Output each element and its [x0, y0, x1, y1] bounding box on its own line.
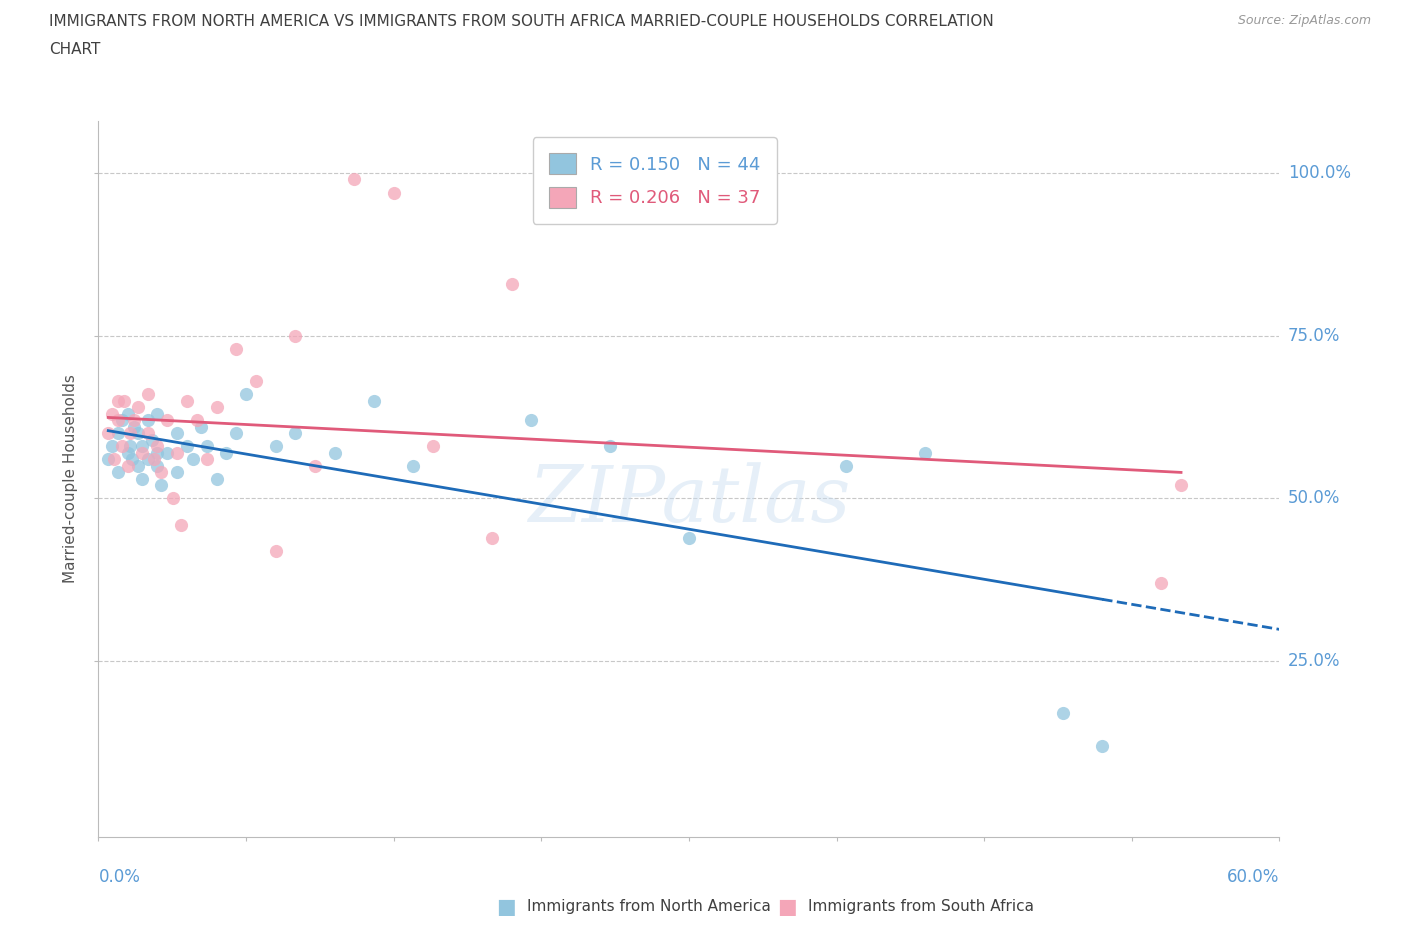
Point — [103, 452, 125, 467]
Point — [162, 491, 184, 506]
Point — [141, 432, 163, 447]
Point — [117, 406, 139, 421]
Point — [146, 458, 169, 473]
Text: Source: ZipAtlas.com: Source: ZipAtlas.com — [1237, 14, 1371, 27]
Point — [117, 458, 139, 473]
Point — [422, 439, 444, 454]
Text: 50.0%: 50.0% — [1288, 489, 1340, 508]
Point — [264, 543, 287, 558]
Text: 60.0%: 60.0% — [1227, 868, 1279, 885]
Point — [1091, 738, 1114, 753]
Point — [112, 393, 135, 408]
Point — [520, 413, 543, 428]
Text: IMMIGRANTS FROM NORTH AMERICA VS IMMIGRANTS FROM SOUTH AFRICA MARRIED-COUPLE HOU: IMMIGRANTS FROM NORTH AMERICA VS IMMIGRA… — [49, 14, 994, 29]
Point — [122, 419, 145, 434]
Point — [264, 439, 287, 454]
Point — [111, 413, 134, 428]
Point — [1150, 576, 1173, 591]
Point — [131, 445, 153, 460]
Point — [136, 413, 159, 428]
Point — [136, 426, 159, 441]
Point — [107, 465, 129, 480]
Point — [205, 472, 228, 486]
Text: ■: ■ — [778, 897, 797, 917]
Point — [284, 328, 307, 343]
Point — [97, 452, 120, 467]
Point — [235, 387, 257, 402]
Point — [122, 413, 145, 428]
Point — [205, 400, 228, 415]
Text: ZIPatlas: ZIPatlas — [527, 462, 851, 538]
Point — [146, 445, 169, 460]
Point — [363, 393, 385, 408]
Point — [127, 400, 149, 415]
Point — [166, 445, 188, 460]
Point — [195, 439, 218, 454]
Point — [127, 426, 149, 441]
Point — [107, 426, 129, 441]
Point — [131, 439, 153, 454]
Text: 75.0%: 75.0% — [1288, 326, 1340, 345]
Text: 100.0%: 100.0% — [1288, 164, 1351, 182]
Point — [146, 439, 169, 454]
Point — [225, 426, 247, 441]
Point — [343, 172, 366, 187]
Point — [501, 276, 523, 291]
Point — [117, 445, 139, 460]
Point — [835, 458, 858, 473]
Point — [245, 374, 267, 389]
Y-axis label: Married-couple Households: Married-couple Households — [63, 375, 79, 583]
Point — [402, 458, 425, 473]
Point — [107, 413, 129, 428]
Point — [914, 445, 936, 460]
Point — [118, 426, 141, 441]
Point — [146, 406, 169, 421]
Point — [678, 530, 700, 545]
Point — [1052, 706, 1074, 721]
Point — [176, 393, 198, 408]
Legend: R = 0.150   N = 44, R = 0.206   N = 37: R = 0.150 N = 44, R = 0.206 N = 37 — [533, 137, 778, 224]
Point — [150, 478, 173, 493]
Point — [181, 452, 204, 467]
Point — [176, 439, 198, 454]
Point — [225, 341, 247, 356]
Point — [111, 439, 134, 454]
Point — [107, 393, 129, 408]
Point — [136, 452, 159, 467]
Point — [150, 465, 173, 480]
Point — [131, 472, 153, 486]
Point — [382, 185, 405, 200]
Text: 0.0%: 0.0% — [98, 868, 141, 885]
Point — [101, 406, 124, 421]
Point — [166, 465, 188, 480]
Text: ■: ■ — [496, 897, 516, 917]
Point — [481, 530, 503, 545]
Point — [101, 439, 124, 454]
Point — [1170, 478, 1192, 493]
Point — [215, 445, 238, 460]
Point — [304, 458, 326, 473]
Text: Immigrants from South Africa: Immigrants from South Africa — [808, 899, 1035, 914]
Point — [97, 426, 120, 441]
Point — [156, 445, 179, 460]
Point — [599, 439, 621, 454]
Point — [195, 452, 218, 467]
Point — [156, 413, 179, 428]
Point — [284, 426, 307, 441]
Point — [136, 387, 159, 402]
Text: Immigrants from North America: Immigrants from North America — [527, 899, 770, 914]
Point — [323, 445, 346, 460]
Text: CHART: CHART — [49, 42, 101, 57]
Point — [121, 452, 143, 467]
Text: 25.0%: 25.0% — [1288, 652, 1340, 671]
Point — [186, 413, 208, 428]
Point — [142, 452, 165, 467]
Point — [190, 419, 212, 434]
Point — [166, 426, 188, 441]
Point — [127, 458, 149, 473]
Point — [170, 517, 193, 532]
Point — [118, 439, 141, 454]
